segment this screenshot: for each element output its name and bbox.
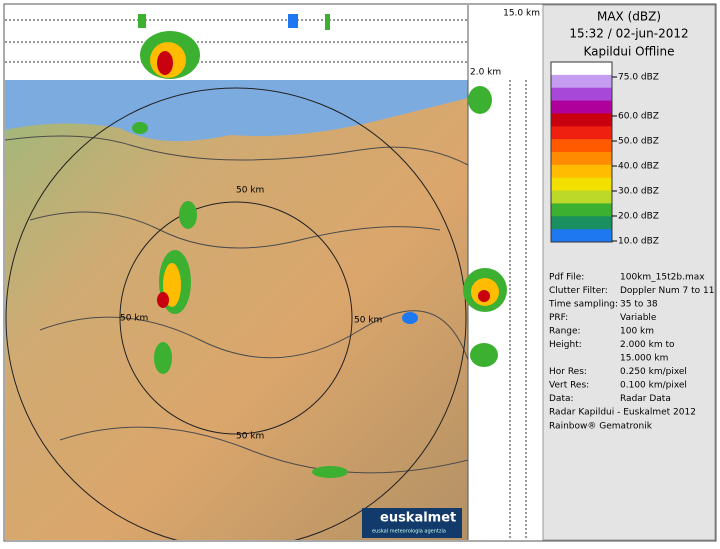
range-label: 50 km (120, 314, 148, 324)
legend-label: 50.0 dBZ (618, 137, 659, 147)
legend-swatch (551, 190, 612, 204)
info-value: 0.250 km/pixel (620, 367, 687, 377)
logo-sub: euskal meteorologia agentzia (372, 529, 446, 535)
info-value: 2.000 km to (620, 340, 675, 350)
info-value: 35 to 38 (620, 300, 658, 310)
info-table: Pdf File: 100km_15t2b.max Clutter Filter: D… (548, 273, 714, 432)
legend-swatch (551, 229, 612, 243)
info-value: Variable (620, 313, 657, 323)
top-strip (5, 14, 468, 79)
info-label: Vert Res: (549, 381, 589, 391)
height-label: 15.0 km (503, 9, 540, 19)
info-value: 0.100 km/pixel (620, 381, 687, 391)
legend-swatch (551, 177, 612, 192)
color-legend: 75.0 dBZ 60.0 dBZ 50.0 dBZ 40.0 dBZ 30.0 dBZ… (550, 61, 659, 247)
range-label: 50 km (354, 316, 382, 326)
legend-swatch (551, 126, 612, 140)
info-value: 100km_15t2b.max (620, 273, 705, 283)
legend-swatch (551, 164, 612, 179)
legend-swatch (551, 139, 612, 153)
legend-label: 30.0 dBZ (618, 187, 659, 197)
legend-swatch (551, 87, 612, 102)
legend-label: 60.0 dBZ (618, 112, 659, 122)
legend-label: 75.0 dBZ (618, 73, 659, 83)
legend-swatch (551, 74, 612, 89)
legend-border (550, 61, 613, 243)
info-footer: Rainbow® Gematronik (549, 422, 653, 432)
logo-box (362, 508, 462, 538)
range-label: 50 km (236, 186, 264, 196)
legend-swatch (551, 100, 612, 114)
info-value: 100 km (620, 327, 654, 337)
range-label: 50 km (236, 432, 264, 442)
station: Kapildui Offline (583, 45, 674, 59)
info-footer: Radar Kapildui - Euskalmet 2012 (549, 408, 696, 418)
info-label: Time sampling: (548, 300, 618, 310)
legend-swatch (551, 216, 612, 230)
height-label: 2.0 km (470, 68, 501, 78)
info-label: Pdf File: (549, 273, 584, 283)
legend-label: 40.0 dBZ (618, 162, 659, 172)
datetime: 15:32 / 02-jun-2012 (569, 27, 688, 41)
info-label: PRF: (549, 313, 568, 323)
legend-swatch (551, 113, 612, 127)
legend-swatch (551, 203, 612, 217)
legend-label: 10.0 dBZ (618, 237, 659, 247)
legend-swatch (551, 152, 612, 166)
info-value: 15.000 km (620, 354, 668, 364)
info-label: Clutter Filter: (549, 286, 608, 296)
legend-swatch (551, 62, 612, 76)
info-label: Hor Res: (549, 367, 587, 377)
legend-label: 20.0 dBZ (618, 212, 659, 222)
side-strip (463, 5, 543, 540)
info-value: Doppler Num 7 to 11 (620, 286, 714, 296)
logo: euskalmet (380, 511, 456, 526)
title: MAX (dBZ) (597, 10, 661, 24)
info-label: Data: (549, 394, 574, 404)
info-label: Range: (549, 327, 581, 337)
radar-map (5, 80, 468, 540)
info-value: Radar Data (620, 394, 671, 404)
info-label: Height: (549, 340, 582, 350)
